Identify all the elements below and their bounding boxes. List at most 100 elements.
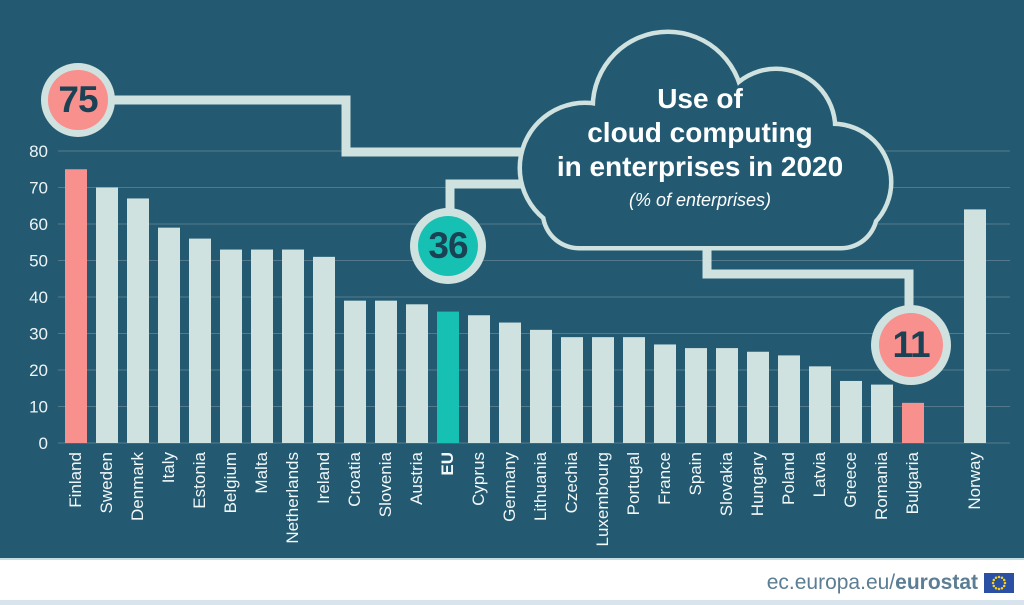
bar-germany [499, 322, 521, 443]
y-axis-ticks: 0 10 20 30 40 50 60 70 80 [29, 142, 48, 453]
country-label-lithuania: Lithuania [531, 452, 550, 522]
flag-star [994, 576, 998, 579]
cloud-shape [517, 29, 894, 251]
y-tick-40: 40 [29, 288, 48, 307]
callout-eu-36-value: 36 [428, 224, 468, 266]
bar-norway [964, 209, 986, 443]
country-label-finland: Finland [66, 452, 85, 508]
country-label-czechia: Czechia [562, 452, 581, 514]
country-label-croatia: Croatia [345, 452, 364, 507]
bar-cyprus [468, 315, 490, 443]
bar-hungary [747, 351, 769, 443]
y-tick-80: 80 [29, 142, 48, 161]
country-label-denmark: Denmark [128, 452, 147, 521]
title-line-1: Use of [657, 83, 743, 114]
country-label-cyprus: Cyprus [469, 452, 488, 506]
bar-czechia [561, 337, 583, 443]
bars [65, 169, 986, 443]
callout-finland-75-value: 75 [58, 79, 98, 120]
country-label-slovenia: Slovenia [376, 452, 395, 518]
chart-title: Use of cloud computing in enterprises in… [530, 82, 870, 211]
y-tick-10: 10 [29, 398, 48, 417]
bar-luxembourg [592, 337, 614, 443]
country-label-greece: Greece [841, 452, 860, 508]
bar-spain [685, 348, 707, 443]
y-tick-0: 0 [39, 434, 48, 453]
country-label-malta: Malta [252, 452, 271, 494]
url-bold-part: eurostat [895, 570, 978, 594]
flag-star [1002, 578, 1006, 581]
country-label-luxembourg: Luxembourg [593, 452, 612, 547]
bar-lithuania [530, 329, 552, 443]
bar-latvia [809, 366, 831, 443]
country-label-estonia: Estonia [190, 452, 209, 509]
eu-flag-icon [984, 572, 1014, 593]
bar-denmark [127, 198, 149, 443]
country-label-belgium: Belgium [221, 452, 240, 514]
callout-eu-36-disc: 36 [417, 215, 479, 277]
url-regular-part: ec.europa.eu/ [766, 570, 896, 594]
y-tick-60: 60 [29, 215, 48, 234]
chart-svg: 0 10 20 30 40 50 60 70 80 [29, 29, 1010, 453]
country-label-slovakia: Slovakia [717, 452, 736, 517]
callout-finland-75: 75 [41, 63, 115, 137]
bar-portugal [623, 337, 645, 443]
flag-star [997, 587, 1001, 590]
bar-france [654, 344, 676, 443]
flag-star [994, 586, 998, 589]
bar-malta [251, 249, 273, 443]
country-label-portugal: Portugal [624, 452, 643, 516]
bar-italy [158, 227, 180, 443]
bar-austria [406, 304, 428, 443]
country-label-italy: Italy [159, 452, 178, 484]
bar-netherlands [282, 249, 304, 443]
callout-bulgaria-11: 11 [871, 305, 951, 385]
flag-star [992, 578, 996, 581]
callout-bulgaria-11-value: 11 [892, 324, 930, 365]
footer-bottom-strip [0, 600, 1024, 605]
country-labels: Finland Sweden Denmark Italy Estonia Belgium M… [66, 452, 984, 547]
callout-connector-75 [110, 95, 560, 157]
callout-connector-11 [702, 238, 914, 312]
country-label-netherlands: Netherlands [283, 452, 302, 544]
country-label-germany: Germany [500, 452, 519, 522]
y-tick-20: 20 [29, 361, 48, 380]
bar-poland [778, 355, 800, 443]
country-label-poland: Poland [779, 452, 798, 505]
y-tick-30: 30 [29, 325, 48, 344]
y-tick-50: 50 [29, 252, 48, 271]
bar-eu [437, 311, 459, 443]
callout-finland-75-disc: 75 [48, 70, 108, 130]
country-label-latvia: Latvia [810, 452, 829, 498]
flag-star [1000, 576, 1004, 579]
title-subtitle: (% of enterprises) [628, 190, 772, 210]
country-label-norway: Norway [965, 452, 984, 510]
country-label-hungary: Hungary [748, 452, 767, 517]
bar-greece [840, 380, 862, 443]
country-label-sweden: Sweden [97, 452, 116, 514]
flag-star [991, 581, 995, 584]
country-label-ireland: Ireland [314, 452, 333, 504]
bar-romania [871, 384, 893, 443]
cloud-body [522, 34, 889, 246]
flag-star [1002, 584, 1006, 587]
bar-croatia [344, 300, 366, 443]
title-line-2: cloud computing [587, 117, 813, 148]
footer-bar: ec.europa.eu/eurostat [0, 558, 1024, 605]
bar-finland [65, 169, 87, 443]
callout-eu-36: 36 [410, 208, 486, 284]
country-label-austria: Austria [407, 452, 426, 505]
flag-star [992, 584, 996, 587]
bar-ireland [313, 256, 335, 443]
y-tick-70: 70 [29, 179, 48, 198]
bar-slovakia [716, 348, 738, 443]
country-label-france: France [655, 452, 674, 505]
country-label-eu: EU [438, 452, 457, 476]
bar-sweden [96, 187, 118, 443]
flag-star [997, 575, 1001, 578]
bar-belgium [220, 249, 242, 443]
eurostat-url: ec.europa.eu/eurostat [767, 571, 978, 595]
bar-estonia [189, 238, 211, 443]
country-label-spain: Spain [686, 452, 705, 496]
